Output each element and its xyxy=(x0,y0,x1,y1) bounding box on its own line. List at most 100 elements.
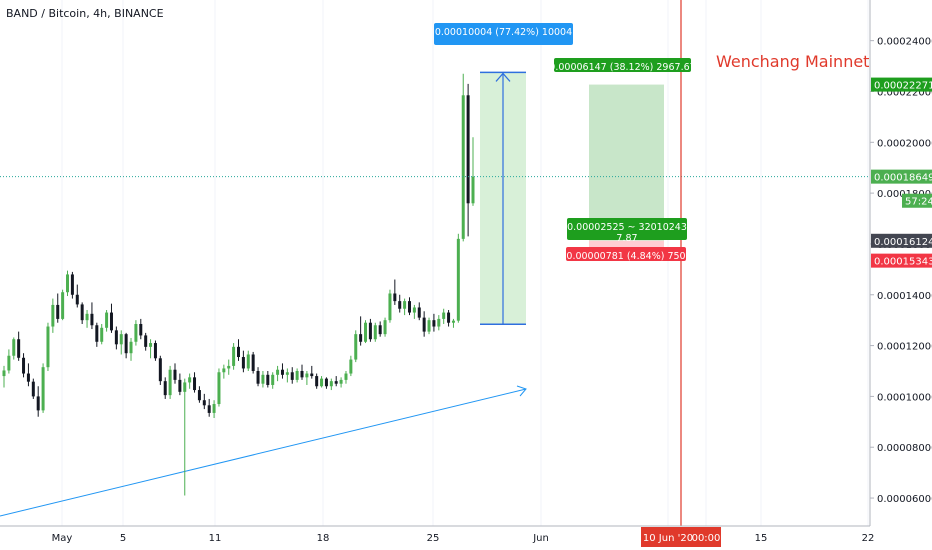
candle-body xyxy=(109,312,113,331)
candle xyxy=(168,365,172,399)
candle-body xyxy=(193,377,197,391)
candle xyxy=(398,294,402,313)
candle xyxy=(149,339,153,359)
candle xyxy=(461,73,465,242)
candle xyxy=(266,370,270,388)
candle-body xyxy=(422,317,426,332)
gridlines xyxy=(61,0,869,526)
candle xyxy=(403,298,407,316)
price-tick-label: 0.00024000 xyxy=(877,37,932,48)
measure-label-text: 0.00010004 (77.42%) 10004 xyxy=(435,27,572,38)
candle xyxy=(442,308,446,324)
candle-body xyxy=(163,381,167,396)
candle-body xyxy=(12,339,16,356)
candle-body xyxy=(324,378,328,387)
candle-body xyxy=(66,274,70,293)
candle-body xyxy=(56,304,60,319)
candle-body xyxy=(280,369,284,375)
candle xyxy=(183,378,187,496)
candle-body xyxy=(168,369,172,396)
candle-body xyxy=(285,372,289,375)
candle-body xyxy=(80,304,84,321)
candle-body xyxy=(442,312,446,319)
candle xyxy=(339,377,343,388)
candle-body xyxy=(241,357,245,369)
candle xyxy=(349,355,353,377)
candle-body xyxy=(432,320,436,327)
candle xyxy=(178,373,182,396)
candle-body xyxy=(407,301,411,313)
candle-body xyxy=(51,304,55,327)
candle-body xyxy=(334,381,338,384)
price-tick-label: 0.00014000 xyxy=(877,291,932,302)
candle xyxy=(207,398,211,417)
time-tick-label: May xyxy=(52,533,73,544)
candle xyxy=(227,359,231,375)
candle-body xyxy=(105,312,109,328)
candle xyxy=(256,367,260,387)
candle-body xyxy=(461,95,465,239)
candle xyxy=(251,351,255,374)
price-label: 0.00016124 xyxy=(874,237,932,248)
candle xyxy=(285,368,289,383)
candle-body xyxy=(217,372,221,405)
candle xyxy=(197,386,201,403)
candle-body xyxy=(2,370,6,377)
time-tick-label: 11 xyxy=(209,533,222,544)
candle xyxy=(158,355,162,385)
candle-body xyxy=(295,370,299,380)
candle-body xyxy=(85,313,89,321)
candle xyxy=(85,310,89,328)
candle-body xyxy=(149,343,153,347)
candle-body xyxy=(398,301,402,309)
candle-body xyxy=(403,301,407,309)
candle xyxy=(412,304,416,319)
candle-body xyxy=(378,325,382,335)
candle-body xyxy=(271,374,275,385)
candle xyxy=(407,297,411,316)
candle xyxy=(290,367,294,384)
candle-body xyxy=(388,293,392,321)
candle-body xyxy=(471,176,475,204)
candle xyxy=(222,364,226,379)
price-tick-label: 0.00012000 xyxy=(877,342,932,353)
time-axis[interactable]: May 5 11 18 25 Jun 15 22 10 Jun '2000:00 xyxy=(0,525,874,547)
candle xyxy=(2,365,6,388)
candle xyxy=(383,317,387,337)
candle xyxy=(451,318,455,328)
candle xyxy=(7,349,11,374)
candle-body xyxy=(256,370,260,384)
target-label-text: 0.00006147 (38.12%) 2967.67 xyxy=(549,62,695,73)
candle-body xyxy=(46,326,50,368)
candle xyxy=(378,321,382,337)
candle-body xyxy=(178,379,182,392)
candle-body xyxy=(437,318,441,327)
candle-body xyxy=(344,373,348,380)
price-tick-label: 0.00022000 xyxy=(877,87,932,98)
trendline[interactable] xyxy=(0,385,527,517)
candle xyxy=(134,320,138,346)
candle xyxy=(295,368,299,383)
candle-body xyxy=(290,372,294,380)
candle xyxy=(100,323,104,345)
candle xyxy=(212,400,216,419)
candle xyxy=(344,370,348,384)
candle-body xyxy=(456,238,460,321)
candle-body xyxy=(139,323,143,336)
candle-body xyxy=(266,374,270,385)
price-label-box xyxy=(902,193,932,208)
candle xyxy=(354,330,358,363)
time-tick-label: 18 xyxy=(317,533,330,544)
candle xyxy=(261,370,265,388)
candle xyxy=(276,365,280,382)
candle-body xyxy=(300,370,304,378)
candle-body xyxy=(183,382,187,392)
candle xyxy=(90,302,94,330)
measure-arrow-head xyxy=(495,72,511,82)
candle xyxy=(66,270,70,297)
candle xyxy=(246,350,250,371)
trend-arrow-head xyxy=(516,385,527,397)
chart-title: BAND / Bitcoin, 4h, BINANCE xyxy=(6,7,164,20)
price-label-box xyxy=(871,253,932,268)
